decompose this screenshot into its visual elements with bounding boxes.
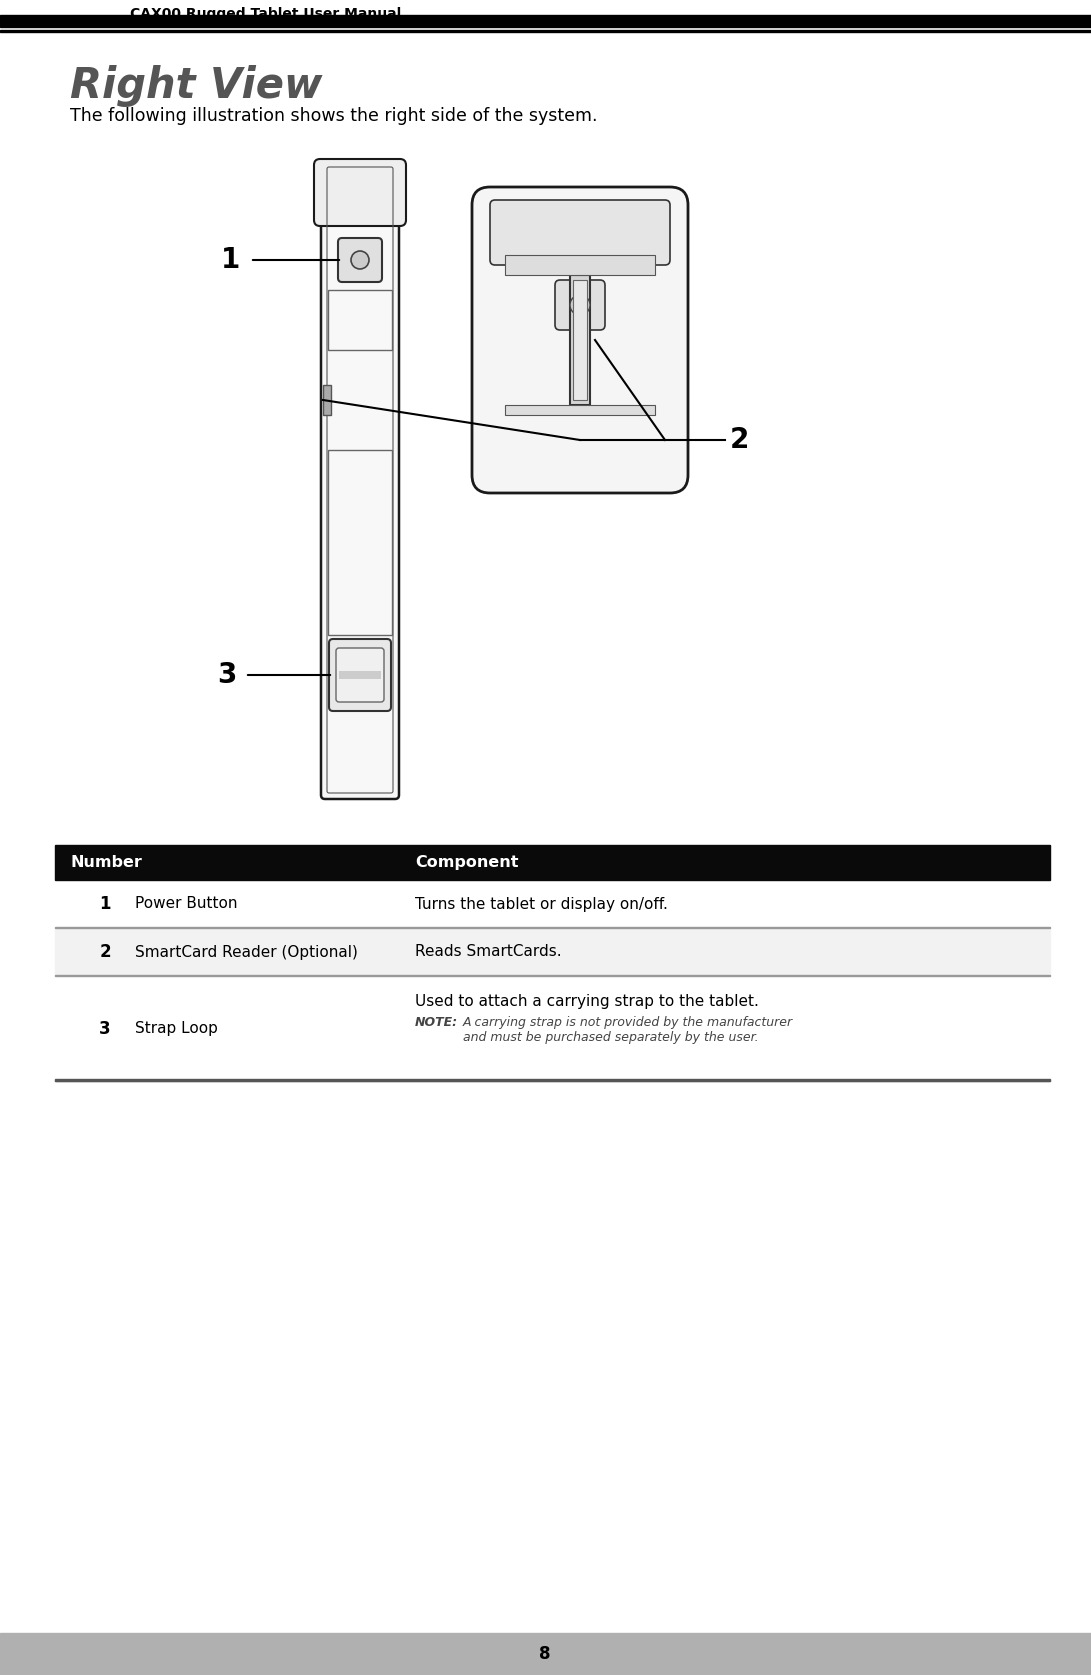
Text: 8: 8 — [539, 1645, 551, 1663]
Text: Strap Loop: Strap Loop — [135, 1022, 218, 1037]
FancyBboxPatch shape — [314, 159, 406, 226]
Text: Reads SmartCards.: Reads SmartCards. — [415, 945, 562, 960]
Text: Right View: Right View — [70, 65, 323, 107]
Bar — [55, 1079, 1050, 1080]
Bar — [328, 290, 392, 350]
Bar — [339, 672, 381, 678]
Bar — [573, 280, 587, 400]
Bar — [55, 879, 1050, 928]
Text: Power Button: Power Button — [135, 896, 238, 911]
Bar — [328, 451, 392, 635]
Text: 3: 3 — [217, 662, 237, 688]
FancyBboxPatch shape — [338, 238, 382, 281]
Bar — [570, 275, 590, 405]
Text: CAX00 Rugged Tablet User Manual: CAX00 Rugged Tablet User Manual — [130, 7, 401, 22]
Text: The following illustration shows the right side of the system.: The following illustration shows the rig… — [70, 107, 598, 126]
FancyBboxPatch shape — [336, 648, 384, 702]
FancyBboxPatch shape — [472, 188, 688, 492]
FancyBboxPatch shape — [321, 161, 399, 799]
Text: NOTE:: NOTE: — [415, 1017, 458, 1028]
Text: Component: Component — [415, 854, 518, 869]
Text: 3: 3 — [99, 1020, 111, 1037]
Bar — [505, 255, 655, 275]
Circle shape — [570, 295, 590, 315]
FancyBboxPatch shape — [490, 199, 670, 265]
Bar — [0, 1633, 1091, 1675]
Bar — [55, 977, 1050, 1080]
Bar — [323, 385, 331, 415]
Bar — [55, 844, 1050, 879]
Text: 1: 1 — [99, 894, 111, 913]
Text: Number: Number — [70, 854, 142, 869]
Text: 1: 1 — [220, 246, 240, 275]
FancyBboxPatch shape — [555, 280, 606, 330]
Text: Turns the tablet or display on/off.: Turns the tablet or display on/off. — [415, 896, 668, 911]
Text: 2: 2 — [99, 943, 111, 961]
Bar — [0, 30, 1091, 32]
Text: 2: 2 — [730, 425, 750, 454]
Bar — [55, 928, 1050, 977]
Text: A carrying strap is not provided by the manufacturer
and must be purchased separ: A carrying strap is not provided by the … — [463, 1017, 793, 1044]
Circle shape — [351, 251, 369, 270]
Text: Used to attach a carrying strap to the tablet.: Used to attach a carrying strap to the t… — [415, 993, 759, 1008]
Bar — [0, 15, 1091, 27]
Bar — [505, 405, 655, 415]
Text: SmartCard Reader (Optional): SmartCard Reader (Optional) — [135, 945, 358, 960]
FancyBboxPatch shape — [329, 638, 391, 710]
